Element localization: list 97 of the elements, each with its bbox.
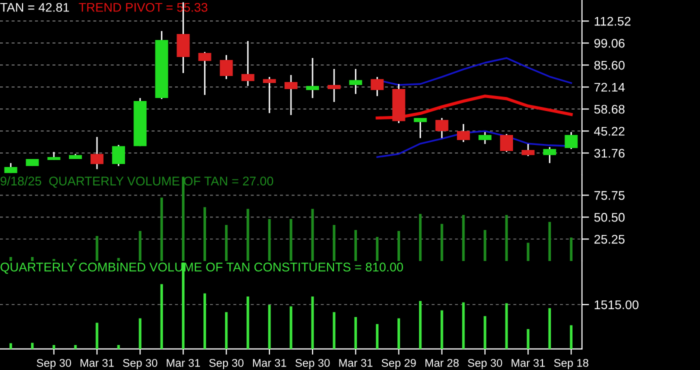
bar — [268, 304, 271, 349]
bar — [354, 230, 357, 261]
candlestick — [90, 136, 104, 170]
bar — [332, 224, 336, 261]
x-tick-label: Sep 18 — [554, 359, 588, 370]
bar — [225, 312, 228, 349]
bar — [225, 224, 228, 261]
chart-title: 9/18/25 QUARTERLY VOLUME OF TAN = 27.00 — [0, 176, 274, 188]
candlestick — [456, 123, 470, 143]
bar — [311, 208, 314, 261]
x-tick-label: Sep 30 — [123, 359, 158, 370]
bar — [96, 236, 98, 261]
candlestick — [500, 133, 514, 153]
bar — [505, 303, 508, 349]
bar — [397, 318, 400, 349]
bar — [484, 316, 486, 349]
candlestick — [522, 143, 535, 157]
bar — [462, 214, 465, 261]
bar — [203, 207, 206, 261]
bar — [440, 310, 444, 349]
candlestick — [349, 68, 362, 95]
bar — [160, 284, 163, 349]
candlestick — [241, 40, 254, 87]
bar — [268, 218, 271, 261]
x-tick-label: Mar 28 — [425, 359, 459, 367]
x-tick-label: Mar 31 — [166, 359, 200, 367]
bar — [138, 230, 142, 261]
bar — [246, 208, 250, 261]
y-tick-label: 25.25 — [594, 234, 625, 244]
bar — [160, 198, 163, 261]
candlestick — [220, 54, 233, 80]
bar — [203, 293, 206, 349]
bar — [462, 302, 465, 349]
bar — [290, 306, 292, 349]
bar — [117, 344, 120, 349]
bar — [397, 230, 400, 261]
bar — [31, 257, 34, 261]
bar — [419, 300, 422, 349]
line-series — [376, 94, 573, 120]
bar — [182, 176, 185, 261]
bar — [332, 312, 336, 349]
candlestick — [435, 117, 448, 139]
bar — [484, 230, 486, 261]
x-tick-label: Sep 30 — [209, 359, 244, 370]
bar — [526, 329, 530, 349]
x-tick-label: Mar 31 — [512, 359, 545, 367]
x-tick-label: Sep 30 — [295, 359, 330, 370]
bar — [246, 296, 250, 349]
x-tick-label: Mar 31 — [253, 359, 286, 367]
bar — [570, 238, 572, 261]
x-tick-label: Sep 29 — [382, 359, 416, 370]
bar — [440, 224, 444, 261]
y-tick-label: 75.75 — [594, 191, 625, 200]
candlestick — [306, 57, 320, 99]
bar — [419, 214, 422, 261]
x-tick-label: Sep 30 — [468, 359, 502, 370]
x-tick-label: Mar 31 — [339, 359, 372, 367]
candlestick — [478, 131, 492, 145]
bar — [376, 236, 379, 261]
candlestick — [284, 74, 298, 116]
bar — [31, 342, 34, 349]
candlestick — [112, 144, 126, 167]
bar — [117, 258, 120, 261]
y-tick-label: 58.68 — [594, 104, 625, 114]
candlestick — [328, 68, 341, 103]
y-tick-label: 31.76 — [594, 148, 625, 158]
bar — [96, 322, 98, 349]
bar — [526, 242, 530, 261]
y-tick-label: 1515.00 — [594, 300, 638, 310]
bar — [570, 325, 572, 349]
bar — [548, 308, 551, 349]
chart-title: TAN = 42.81 — [0, 2, 69, 12]
y-tick-label: 85.60 — [594, 60, 625, 70]
x-tick-label: Sep 30 — [36, 359, 72, 370]
bar — [548, 222, 551, 261]
bar — [138, 318, 142, 349]
bar — [311, 296, 314, 349]
candlestick — [543, 146, 556, 164]
y-tick-label: 112.52 — [594, 16, 630, 26]
bar — [74, 344, 77, 349]
bar — [505, 214, 508, 261]
bar — [290, 218, 292, 261]
candlestick — [370, 76, 384, 97]
bar — [9, 343, 12, 349]
x-tick-label: Mar 31 — [80, 359, 114, 367]
y-tick-label: 50.50 — [594, 212, 625, 222]
bar — [354, 317, 357, 349]
y-tick-label: 99.06 — [594, 38, 625, 48]
y-tick-label: 45.22 — [594, 126, 624, 136]
bar — [9, 257, 12, 261]
candlestick — [198, 51, 212, 96]
candlestick — [564, 131, 578, 150]
bar — [52, 344, 56, 349]
candlestick — [262, 76, 276, 114]
candlestick — [414, 117, 427, 139]
bar — [376, 324, 379, 349]
y-tick-label: 72.14 — [594, 82, 625, 92]
